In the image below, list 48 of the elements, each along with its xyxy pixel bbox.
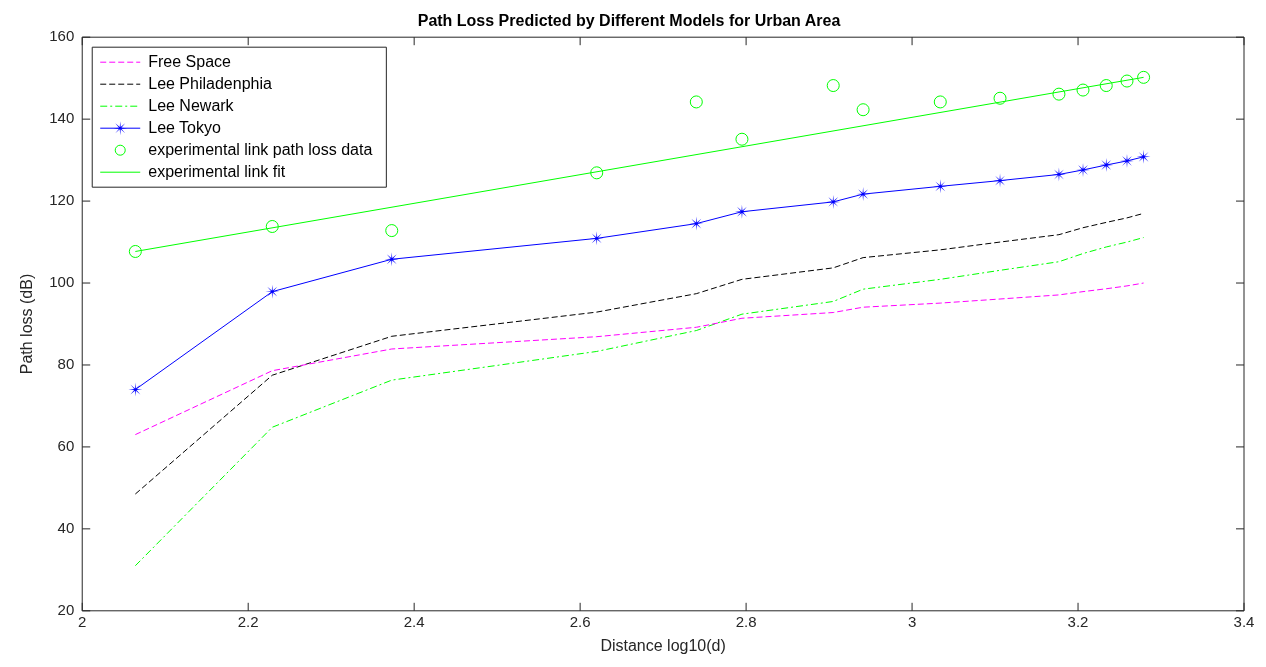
point bbox=[384, 252, 399, 267]
point bbox=[933, 179, 948, 194]
x-tick-label: 2.6 bbox=[569, 612, 591, 630]
y-tick-label: 60 bbox=[57, 437, 75, 455]
point bbox=[1076, 83, 1090, 97]
x-tick-label: 2 bbox=[78, 612, 87, 630]
point bbox=[590, 166, 604, 180]
x-tick-label: 3.4 bbox=[1233, 612, 1255, 630]
point bbox=[735, 132, 749, 146]
line-series bbox=[134, 282, 1145, 436]
x-tick-label: 2.8 bbox=[735, 612, 757, 630]
point bbox=[689, 216, 704, 231]
point bbox=[385, 224, 399, 238]
point bbox=[128, 244, 142, 258]
y-tick-label: 120 bbox=[49, 191, 75, 209]
legend-label: experimental link path loss data bbox=[148, 140, 373, 158]
x-tick-label: 3.2 bbox=[1067, 612, 1089, 630]
x-tick-label: 2.2 bbox=[237, 612, 259, 630]
point bbox=[1052, 87, 1066, 101]
legend-label: Lee Newark bbox=[148, 96, 235, 114]
point bbox=[128, 382, 143, 397]
x-tick-label: 2.4 bbox=[403, 612, 425, 630]
point bbox=[993, 91, 1007, 105]
point bbox=[265, 219, 279, 233]
point bbox=[1120, 74, 1134, 88]
point bbox=[589, 231, 604, 246]
y-tick-label: 100 bbox=[49, 273, 75, 291]
y-tick-label: 80 bbox=[57, 355, 75, 373]
point bbox=[933, 95, 947, 109]
y-tick-label: 160 bbox=[49, 27, 75, 45]
point bbox=[689, 95, 703, 109]
legend-label: experimental link fit bbox=[148, 162, 286, 180]
point bbox=[1099, 79, 1113, 93]
legend-label: Lee Tokyo bbox=[148, 118, 221, 136]
point bbox=[265, 284, 280, 299]
line-series bbox=[134, 237, 1145, 567]
point bbox=[1137, 70, 1151, 84]
legend-label: Lee Philadenphia bbox=[148, 74, 272, 92]
x-tick-label: 3 bbox=[907, 612, 917, 630]
y-tick-label: 140 bbox=[49, 109, 75, 127]
y-tick-label: 20 bbox=[57, 600, 75, 618]
x-axis-title: Distance log10(d) bbox=[600, 636, 726, 654]
point bbox=[856, 103, 870, 117]
y-tick-label: 40 bbox=[57, 519, 75, 536]
chart-title: Path Loss Predicted by Different Models for Urban Area bbox=[417, 12, 841, 30]
y-axis-title: Path loss (dB) bbox=[18, 273, 36, 375]
legend-label: Free Space bbox=[148, 52, 232, 70]
point bbox=[826, 79, 840, 93]
